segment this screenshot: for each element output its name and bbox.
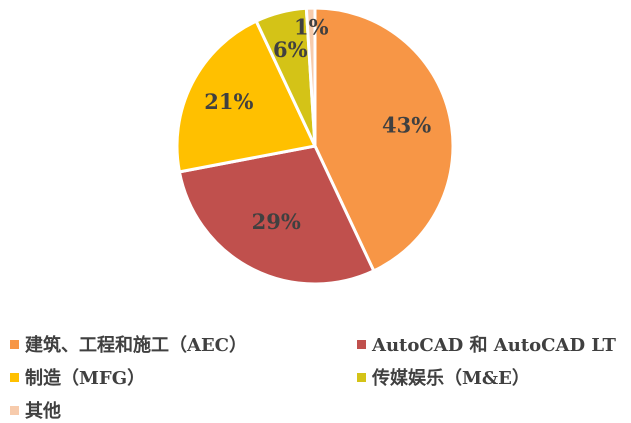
legend-label-autocad: AutoCAD 和 AutoCAD LT xyxy=(372,335,616,356)
legend-item-mfg[interactable]: 制造（MFG） xyxy=(10,364,145,390)
legend-item-aec[interactable]: 建筑、工程和施工（AEC） xyxy=(10,331,247,357)
pie-chart: 43% 29% 21% 6%1% xyxy=(175,6,455,286)
legend-swatch-aec xyxy=(10,339,19,349)
pie-slice-aec[interactable] xyxy=(313,6,455,273)
legend-swatch-autocad xyxy=(357,339,366,349)
legend-label-aec: 建筑、工程和施工（AEC） xyxy=(25,335,248,356)
pie-label-mfg: 21% xyxy=(204,89,253,114)
pie-label-me: 6% xyxy=(273,37,308,62)
legend-swatch-me xyxy=(357,372,366,382)
legend-label-mfg: 制造（MFG） xyxy=(25,368,146,389)
pie-data-labels: 43% 29% 21% 6%1% xyxy=(204,14,431,234)
pie-label-autocad: 29% xyxy=(252,209,301,234)
pie-label-other: 1% xyxy=(294,14,329,39)
pie-slice-autocad[interactable] xyxy=(177,144,376,286)
legend-label-me: 传媒娱乐（M&E） xyxy=(372,368,530,389)
pie-slice-mfg[interactable] xyxy=(175,19,317,174)
legend-swatch-mfg xyxy=(10,372,19,382)
legend-item-other[interactable]: 其他 xyxy=(10,397,61,423)
legend-item-autocad[interactable]: AutoCAD 和 AutoCAD LT xyxy=(357,331,616,357)
legend-swatch-other xyxy=(10,405,19,415)
pie-slice-other[interactable] xyxy=(304,6,317,148)
pie-label-aec: 43% xyxy=(382,113,431,138)
legend-label-other: 其他 xyxy=(25,401,61,422)
legend-item-me[interactable]: 传媒娱乐（M&E） xyxy=(357,364,530,390)
pie-slices xyxy=(175,6,455,286)
